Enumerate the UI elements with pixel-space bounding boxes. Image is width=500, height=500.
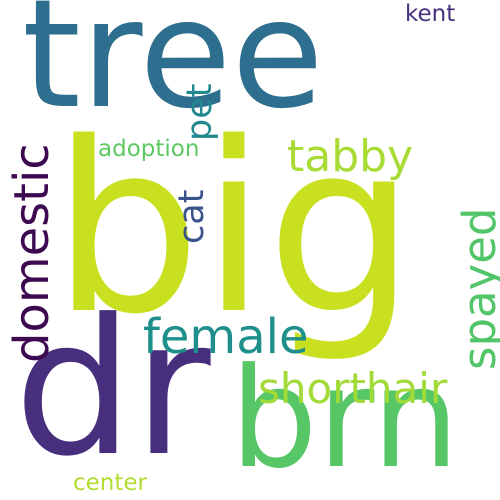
word-kent: kent (405, 1, 456, 27)
word-pet: pet (180, 83, 220, 141)
word-shorthair: shorthair (258, 364, 448, 413)
word-dr: dr (14, 279, 211, 498)
word-spayed: spayed (453, 207, 500, 370)
word-adoption: adoption (98, 136, 200, 162)
word-female: female (143, 309, 309, 365)
word-brn: brn (230, 338, 460, 499)
word-tabby: tabby (287, 131, 414, 182)
word-big: big (52, 93, 416, 366)
word-center: center (73, 470, 147, 496)
word-domestic: domestic (4, 143, 60, 363)
word-cat: cat (172, 189, 212, 244)
word-tree: tree (22, 0, 324, 142)
